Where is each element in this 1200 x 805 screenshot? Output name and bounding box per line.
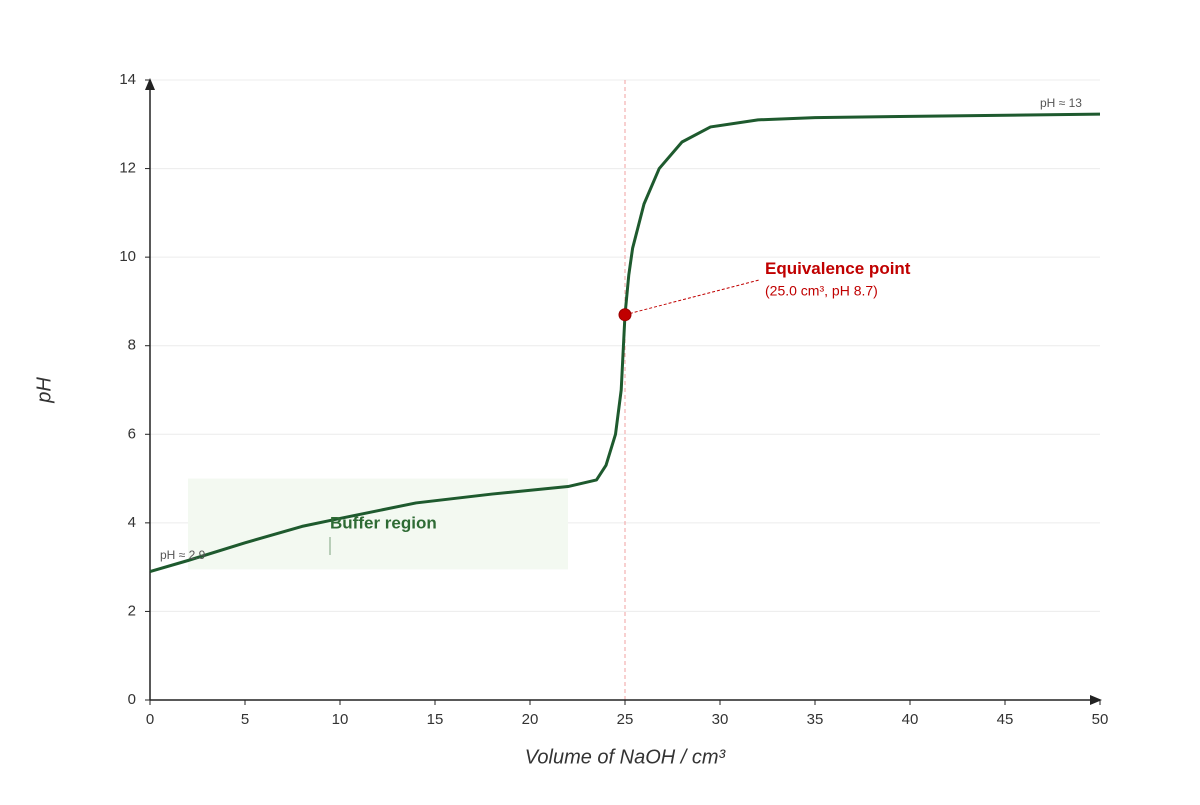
y-tick-label: 12	[119, 160, 136, 177]
equivalence-label: Equivalence point	[765, 259, 911, 278]
y-tick-label: 14	[119, 71, 136, 88]
x-tick-label: 45	[997, 711, 1014, 728]
y-tick-label: 2	[128, 602, 136, 619]
y-tick-label: 0	[128, 691, 136, 708]
x-tick-label: 20	[522, 711, 539, 728]
end-label: pH ≈ 13	[1040, 96, 1082, 110]
titration-curve	[149, 112, 1101, 574]
y-tick-label: 4	[128, 514, 136, 531]
x-tick-label: 35	[807, 711, 824, 728]
equivalence-leader	[624, 279, 761, 316]
equivalence-point	[618, 308, 632, 322]
y-tick-label: 6	[128, 425, 136, 442]
x-tick-label: 10	[332, 711, 349, 728]
x-tick-label: 0	[146, 711, 154, 728]
y-axis-label: pH	[33, 377, 55, 404]
y-tick-label: 8	[128, 337, 136, 354]
start-label: pH ≈ 2.9	[160, 548, 206, 562]
equivalence-detail: (25.0 cm³, pH 8.7)	[765, 282, 878, 298]
x-tick-label: 40	[902, 711, 919, 728]
x-tick-label: 15	[427, 711, 444, 728]
x-tick-label: 5	[241, 711, 249, 728]
x-tick-label: 25	[617, 711, 634, 728]
buffer-label: Buffer region	[330, 513, 437, 532]
y-tick-label: 10	[119, 248, 136, 265]
x-axis-label: Volume of NaOH / cm³	[525, 746, 727, 768]
x-tick-label: 30	[712, 711, 729, 728]
x-tick-label: 50	[1092, 711, 1109, 728]
